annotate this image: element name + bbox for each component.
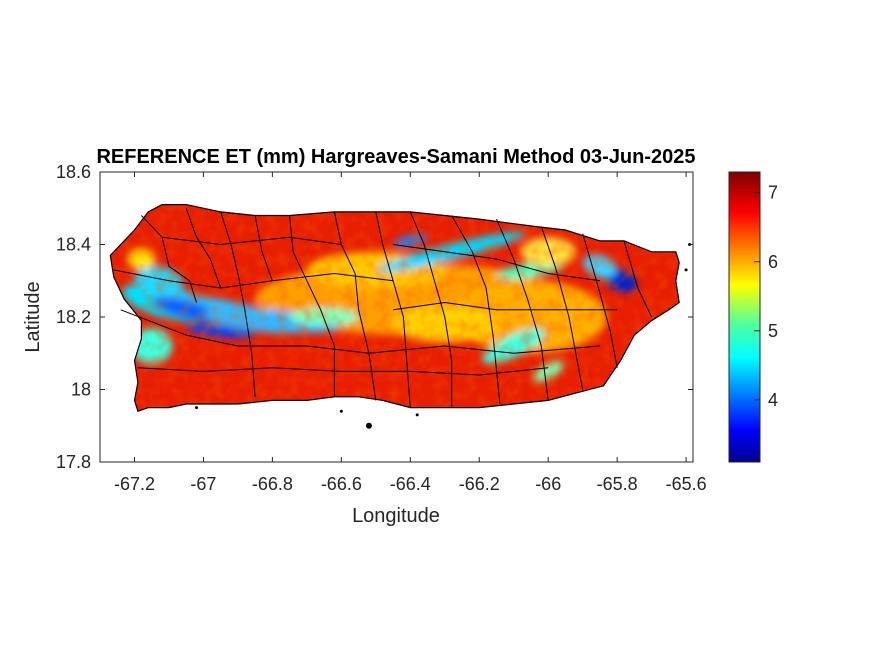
islets [195,243,692,429]
islet [684,268,688,272]
y-axis: 18.6 18.4 18.2 18 17.8 [56,162,693,472]
y-tick-label: 18 [71,380,91,400]
municipality-border [137,367,549,376]
municipality-border [409,211,453,408]
y-tick-label: 18.2 [56,307,91,327]
x-axis-label: Longitude [352,505,440,527]
municipality-border [185,208,222,289]
municipality-borders [113,208,653,408]
x-axis: -67.2 -67 -66.8 -66.6 -66.4 -66.2 -66 -65.8 -65.… [114,172,707,494]
municipality-border [451,215,501,405]
y-tick-label: 18.4 [56,235,91,255]
x-tick-label: -65.6 [666,474,707,494]
island-coastline [109,204,680,412]
colorbar-tick-label: 7 [768,183,778,203]
islet [415,413,419,417]
y-tick-label: 18.6 [56,162,91,182]
municipality-border [162,236,342,246]
colorbar-tick-label: 6 [768,252,778,272]
municipality-border [120,309,600,354]
heatmap-layer [110,204,680,412]
municipality-border [220,211,256,397]
municipality-border [496,218,549,401]
x-tick-label: -66.2 [459,474,500,494]
colorbar [728,171,761,463]
x-tick-label: -65.8 [597,474,638,494]
colorbar-tick-label: 4 [768,390,778,410]
x-tick-label: -66.8 [252,474,293,494]
municipality-border [623,240,653,318]
municipality-border [333,211,377,401]
y-tick-label: 17.8 [56,452,91,472]
islet [365,422,372,429]
municipality-border [393,301,618,311]
colorbar-ticks: 7 6 5 4 [754,183,778,410]
chart-title: REFERENCE ET (mm) Hargreaves-Samani Meth… [96,146,695,168]
municipality-border [393,244,600,282]
municipality-border [582,233,618,368]
islet [195,406,199,410]
municipality-border [254,215,273,281]
y-axis-label: Latitude [22,281,44,352]
municipality-border [141,215,197,303]
x-tick-label: -66.4 [390,474,431,494]
islet [339,409,343,413]
municipality-border [113,269,394,289]
x-tick-label: -67 [190,474,216,494]
x-tick-label: -66.6 [321,474,362,494]
x-tick-label: -67.2 [114,474,155,494]
municipality-border [540,226,584,390]
x-tick-label: -66 [535,474,561,494]
colorbar-tick-label: 5 [768,321,778,341]
municipality-border [289,215,335,397]
